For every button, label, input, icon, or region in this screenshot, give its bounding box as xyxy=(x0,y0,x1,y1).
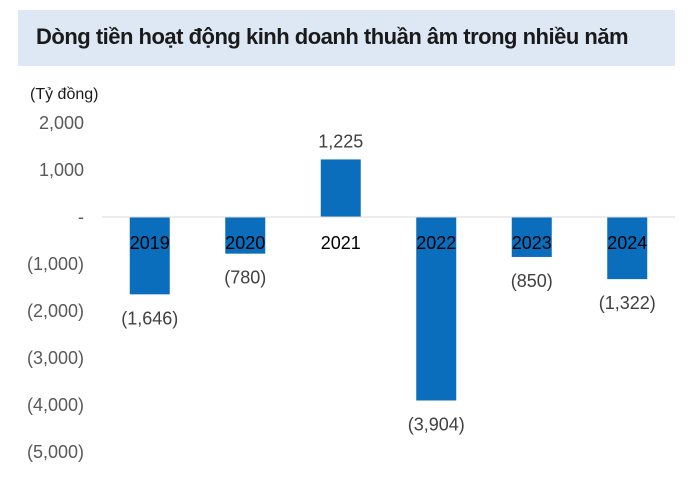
bar-2023 xyxy=(511,217,552,257)
category-label-2023: 2023 xyxy=(512,233,552,253)
y-tick-label: (2,000) xyxy=(27,301,84,321)
y-axis-unit-label: (Tỷ đồng) xyxy=(30,86,99,103)
y-tick-label: (3,000) xyxy=(27,348,84,368)
category-label-2021: 2021 xyxy=(321,233,361,253)
y-tick-label: (4,000) xyxy=(27,395,84,415)
bar-2021 xyxy=(320,159,361,217)
category-label-2019: 2019 xyxy=(130,233,170,253)
bars xyxy=(129,159,648,401)
y-axis-ticks: 2,000 1,000 - (1,000) (2,000) (3,000) (4,000) (… xyxy=(27,113,84,462)
chart-title: Dòng tiền hoạt động kinh doanh thuần âm … xyxy=(36,24,629,49)
y-tick-label: (5,000) xyxy=(27,442,84,462)
bar-2019 xyxy=(129,217,170,295)
data-label-2023: (850) xyxy=(511,271,553,291)
y-tick-label: 1,000 xyxy=(39,160,84,180)
data-label-2024: (1,322) xyxy=(599,293,656,313)
data-label-2022: (3,904) xyxy=(408,414,465,434)
bar-2022 xyxy=(416,217,457,401)
data-labels: (1,646) (780) 1,225 (3,904) (850) (1,322) xyxy=(121,131,656,434)
bar-2024 xyxy=(607,217,648,280)
y-tick-label: 2,000 xyxy=(39,113,84,133)
category-label-2024: 2024 xyxy=(607,233,647,253)
data-label-2019: (1,646) xyxy=(121,308,178,328)
category-label-2020: 2020 xyxy=(225,233,265,253)
bar-2020 xyxy=(225,217,266,254)
y-tick-label: - xyxy=(78,207,84,227)
data-label-2020: (780) xyxy=(224,268,266,288)
category-label-2022: 2022 xyxy=(416,233,456,253)
data-label-2021: 1,225 xyxy=(318,131,363,151)
category-labels: 2019 2020 2021 2022 2023 2024 xyxy=(130,233,648,253)
title-banner: Dòng tiền hoạt động kinh doanh thuần âm … xyxy=(18,10,675,66)
y-tick-label: (1,000) xyxy=(27,254,84,274)
